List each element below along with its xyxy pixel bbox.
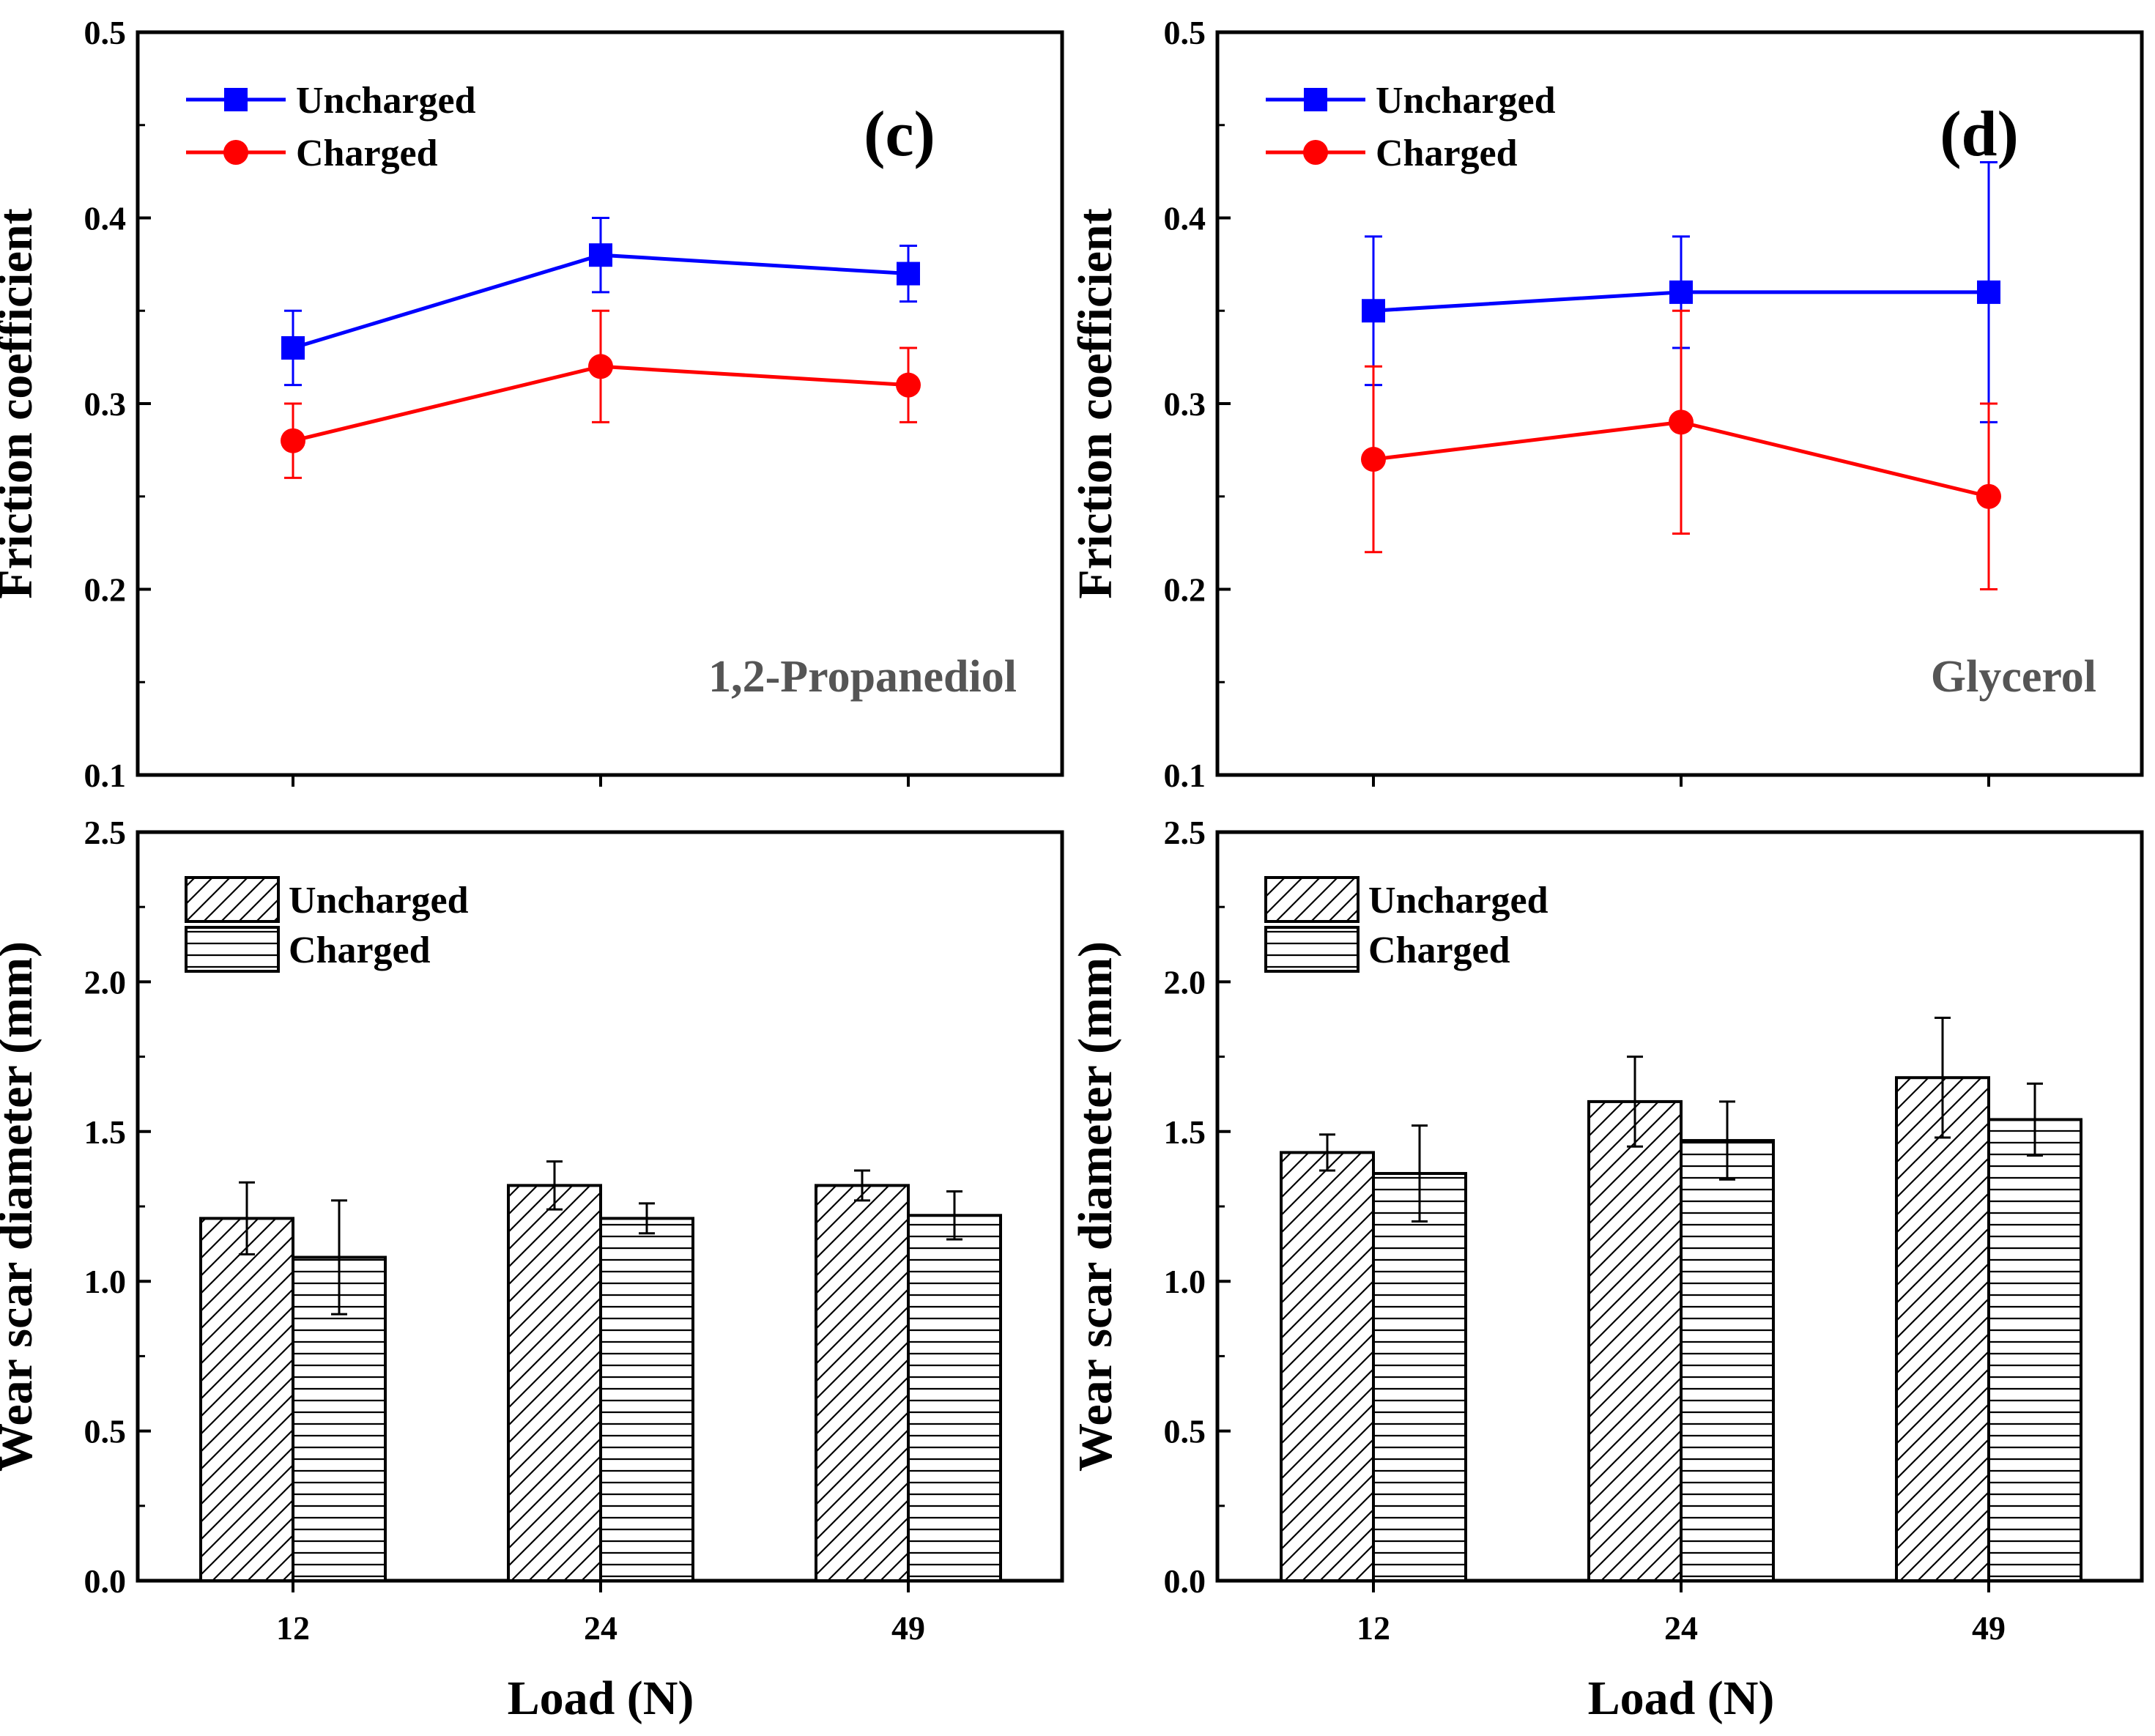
legend-swatch: [185, 876, 280, 923]
bar: [1587, 1099, 1683, 1583]
y-tick-label: 1.5: [84, 1113, 127, 1151]
shared-xlabel-right: Load (N): [1588, 1672, 1775, 1725]
data-point: [1361, 447, 1386, 472]
bar: [1372, 1172, 1467, 1582]
bar: [1280, 1151, 1375, 1582]
bar: [1987, 1118, 2082, 1582]
bar: [1895, 1076, 1990, 1582]
bar: [507, 1184, 602, 1583]
y-axis-label: Wear scar diameter (mm): [0, 941, 42, 1472]
panel-label: (d): [1940, 99, 2019, 170]
series-uncharged: Uncharged: [185, 876, 910, 1583]
legend-marker: [223, 140, 248, 165]
data-point: [1669, 409, 1694, 435]
x-tick-label: 24: [584, 1609, 617, 1647]
chart-c-wear: 0.0 0.5 1.0 1.5 2.0 2.5 12 24 49 Wear scar diamet…: [0, 814, 1064, 1647]
legend-marker: [1303, 140, 1328, 165]
y-tick-label: 2.0: [1164, 963, 1206, 1001]
series-charged: Charged: [1266, 133, 2001, 590]
x-tick-label: 24: [1664, 1609, 1698, 1647]
bar: [815, 1184, 910, 1583]
legend-label: Uncharged: [1376, 80, 1556, 122]
data-point: [281, 428, 305, 453]
legend-label: Charged: [1368, 930, 1510, 971]
series-charged: Charged: [1264, 926, 2082, 1582]
legend-label: Charged: [289, 930, 431, 971]
legend-swatch: [1264, 876, 1360, 923]
legend-label: Uncharged: [1368, 880, 1548, 921]
x-tick-label: 49: [891, 1609, 925, 1647]
legend-swatch: [185, 926, 280, 973]
bar: [907, 1214, 1002, 1583]
series-charged: Charged: [185, 926, 1002, 1583]
panel-label: (c): [864, 99, 935, 170]
y-tick-label: 0.1: [1164, 757, 1206, 794]
y-tick-label: 2.5: [84, 814, 127, 851]
legend-marker: [1304, 88, 1327, 111]
legend-swatch: [1264, 926, 1360, 973]
y-axis-label: Friction coefficient: [1069, 208, 1122, 598]
y-axis-label: Friction coefficient: [0, 208, 42, 598]
liquid-annotation: Glycerol: [1931, 652, 2096, 702]
x-tick-label: 12: [1357, 1609, 1390, 1647]
chart-c-friction: 0.1 0.2 0.3 0.4 0.5 Friction coefficient (c) 1,…: [0, 14, 1064, 794]
data-point: [589, 243, 612, 267]
bar: [199, 1217, 294, 1583]
y-tick-label: 0.4: [84, 200, 127, 237]
y-tick-label: 0.1: [84, 757, 127, 794]
data-point: [281, 335, 305, 360]
x-tick-label: 49: [1972, 1609, 2006, 1647]
y-tick-label: 0.0: [1164, 1562, 1206, 1600]
y-tick-label: 0.5: [1164, 1413, 1206, 1450]
legend-label: Uncharged: [289, 880, 469, 921]
data-point: [588, 354, 613, 379]
y-axis-label: Wear scar diameter (mm): [1069, 941, 1122, 1472]
legend-marker: [224, 88, 248, 111]
series-uncharged: Uncharged: [186, 80, 920, 387]
y-tick-label: 0.3: [1164, 385, 1206, 423]
shared-xlabel-left: Load (N): [508, 1672, 694, 1725]
series-uncharged: Uncharged: [1264, 876, 1990, 1583]
data-point: [896, 372, 921, 398]
bar: [1680, 1139, 1775, 1582]
data-point: [1669, 280, 1693, 304]
y-tick-label: 2.0: [84, 963, 127, 1001]
series-charged: Charged: [186, 133, 921, 479]
y-tick-label: 0.2: [1164, 571, 1206, 609]
legend-label: Charged: [296, 133, 438, 174]
y-tick-label: 1.5: [1164, 1113, 1206, 1151]
legend-label: Uncharged: [296, 80, 476, 122]
series-uncharged: Uncharged: [1266, 80, 2000, 423]
y-tick-label: 1.0: [1164, 1263, 1206, 1300]
data-point: [1362, 299, 1385, 323]
y-tick-label: 0.5: [84, 14, 127, 51]
y-tick-label: 0.2: [84, 571, 127, 609]
data-point: [1977, 280, 2000, 304]
y-tick-label: 0.4: [1164, 200, 1206, 237]
bar: [599, 1217, 694, 1583]
chart-d-friction: 0.1 0.2 0.3 0.4 0.5 Friction coefficient (d) Gl…: [1069, 14, 2144, 794]
legend-label: Charged: [1376, 133, 1518, 174]
y-tick-label: 2.5: [1164, 814, 1206, 851]
y-tick-label: 1.0: [84, 1263, 127, 1300]
liquid-annotation: 1,2-Propanediol: [708, 652, 1017, 702]
x-tick-label: 12: [276, 1609, 310, 1647]
data-point: [897, 261, 920, 286]
data-point: [1976, 483, 2001, 509]
y-tick-label: 0.5: [84, 1413, 127, 1450]
chart-d-wear: 0.0 0.5 1.0 1.5 2.0 2.5 12 24 49 Wear scar diamet…: [1069, 814, 2144, 1647]
y-tick-label: 0.5: [1164, 14, 1206, 51]
y-tick-label: 0.3: [84, 385, 127, 423]
y-tick-label: 0.0: [84, 1562, 127, 1600]
